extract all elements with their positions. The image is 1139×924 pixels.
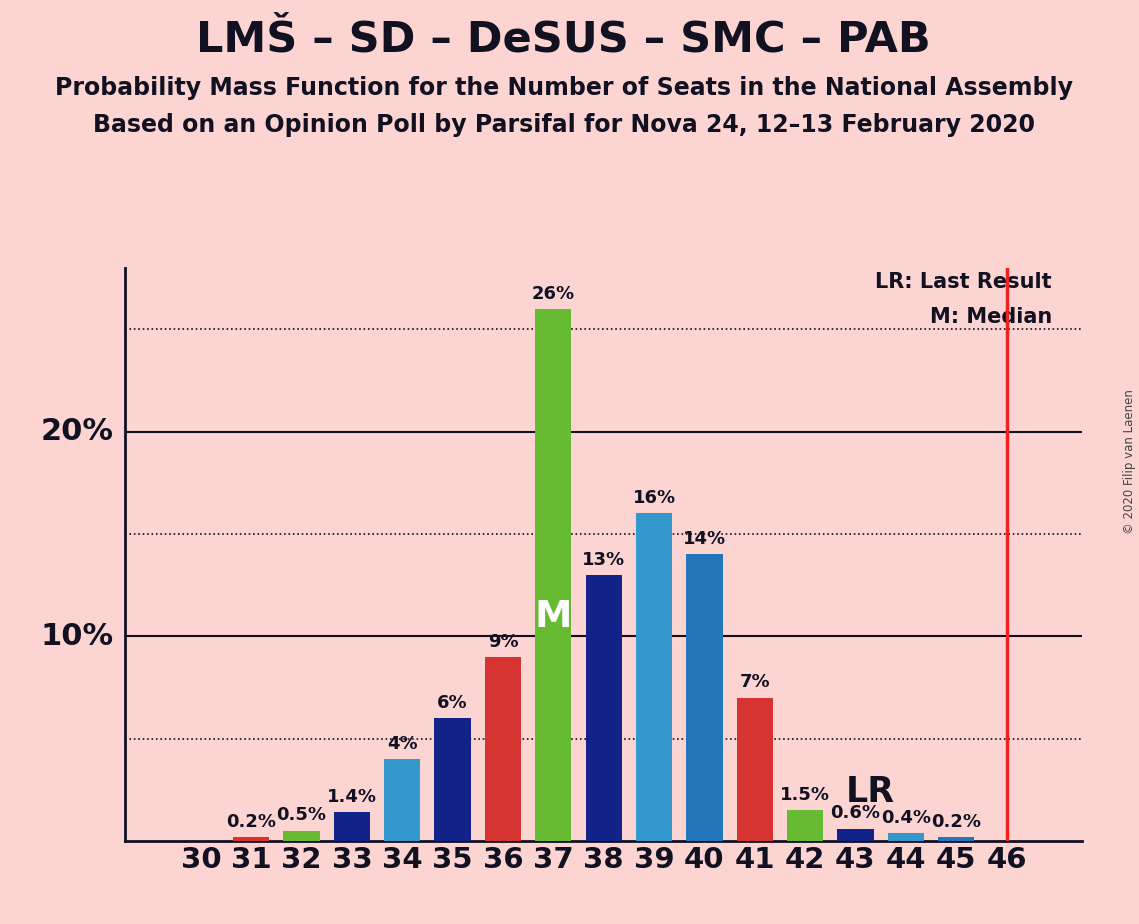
Text: LR: LR (845, 774, 894, 808)
Text: LR: Last Result: LR: Last Result (875, 272, 1051, 292)
Text: 0.2%: 0.2% (932, 812, 981, 831)
Text: 14%: 14% (682, 530, 726, 548)
Text: Probability Mass Function for the Number of Seats in the National Assembly: Probability Mass Function for the Number… (55, 76, 1073, 100)
Text: 0.6%: 0.6% (830, 805, 880, 822)
Text: 13%: 13% (582, 551, 625, 568)
Bar (434, 718, 470, 841)
Text: 7%: 7% (739, 674, 770, 691)
Bar (737, 698, 773, 841)
Text: 4%: 4% (387, 735, 418, 753)
Text: 6%: 6% (437, 694, 468, 712)
Text: 0.2%: 0.2% (227, 812, 276, 831)
Bar (939, 837, 974, 841)
Text: 1.5%: 1.5% (780, 786, 830, 804)
Text: M: Median: M: Median (929, 307, 1051, 327)
Bar (233, 837, 269, 841)
Bar (334, 812, 370, 841)
Text: Based on an Opinion Poll by Parsifal for Nova 24, 12–13 February 2020: Based on an Opinion Poll by Parsifal for… (92, 113, 1035, 137)
Text: 0.4%: 0.4% (880, 808, 931, 826)
Text: © 2020 Filip van Laenen: © 2020 Filip van Laenen (1123, 390, 1136, 534)
Bar (837, 829, 874, 841)
Text: 16%: 16% (632, 490, 675, 507)
Text: 0.5%: 0.5% (277, 807, 327, 824)
Text: 9%: 9% (487, 633, 518, 650)
Bar (687, 554, 722, 841)
Text: 20%: 20% (41, 417, 114, 446)
Text: M: M (534, 600, 572, 636)
Bar (636, 514, 672, 841)
Bar (485, 657, 521, 841)
Text: 1.4%: 1.4% (327, 788, 377, 806)
Bar (384, 759, 420, 841)
Text: 26%: 26% (532, 285, 575, 303)
Bar (887, 833, 924, 841)
Text: LMŠ – SD – DeSUS – SMC – PAB: LMŠ – SD – DeSUS – SMC – PAB (196, 18, 932, 60)
Bar (535, 309, 572, 841)
Bar (284, 831, 320, 841)
Bar (787, 810, 823, 841)
Text: 10%: 10% (41, 622, 114, 650)
Bar (585, 575, 622, 841)
